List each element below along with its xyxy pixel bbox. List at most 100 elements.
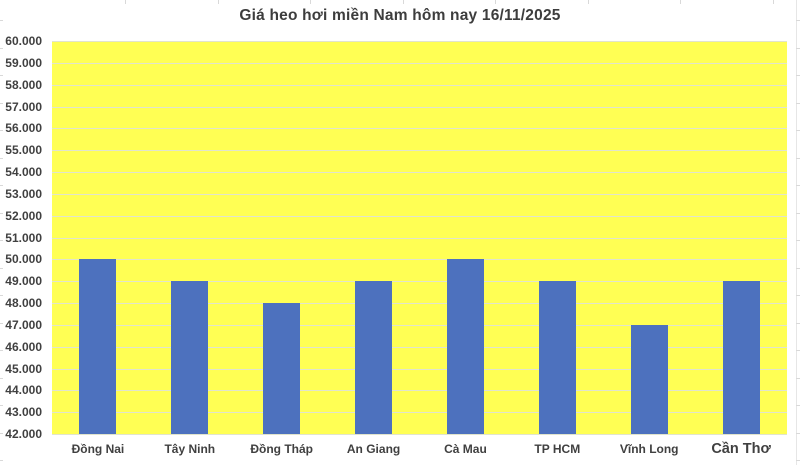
y-tick-label: 59.000 [5,55,42,70]
spreadsheet-gridline-artifact [796,460,800,461]
chart-title: Giá heo hơi miền Nam hôm nay 16/11/2025 [239,7,561,24]
x-tick-label: Cà Mau [444,442,487,456]
bar [355,281,393,434]
x-tick-label: Tây Ninh [164,442,216,456]
spreadsheet-gridline-artifact [0,75,3,76]
spreadsheet-gridline-artifact [0,20,3,21]
spreadsheet-gridline-artifact [402,0,404,4]
spreadsheet-gridline-artifact [796,130,800,131]
spreadsheet-gridline-artifact [772,0,774,4]
gridline [52,150,787,152]
spreadsheet-gridline-artifact [796,185,800,186]
y-tick-label: 60.000 [5,34,42,48]
spreadsheet-gridline-artifact [217,0,219,4]
y-tick-label: 52.000 [5,208,42,223]
bar [630,324,668,434]
spreadsheet-gridline-artifact [796,212,800,214]
gridline [52,84,787,86]
spreadsheet-gridline-artifact [0,460,3,461]
spreadsheet-gridline-artifact [587,0,589,4]
y-tick-label: 49.000 [5,274,42,289]
y-tick-label: 50.000 [5,252,42,267]
spreadsheet-gridline-artifact [796,377,800,379]
spreadsheet-gridline-artifact [0,267,3,269]
gridline [52,368,787,370]
spreadsheet-gridline-artifact [0,240,3,241]
y-tick-label: 57.000 [5,99,42,114]
spreadsheet-gridline-artifact [0,157,3,159]
spreadsheet-gridline-artifact [0,102,3,104]
spreadsheet-gridline-artifact [796,240,800,241]
x-tick-label: Đồng Nai [71,442,125,456]
spreadsheet-gridline-artifact [495,0,496,4]
gridline [52,303,787,304]
y-tick-label: 51.000 [5,230,42,245]
spreadsheet-gridline-artifact [0,377,3,379]
spreadsheet-gridline-artifact [0,130,3,131]
y-tick-label: 56.000 [5,121,42,136]
bar [538,281,576,434]
gridline [52,172,787,173]
spreadsheet-gridline-artifact [796,47,800,49]
spreadsheet-gridline-artifact [0,350,3,351]
spreadsheet-gridline-artifact [796,75,800,76]
y-tick-label: 46.000 [5,339,42,354]
y-tick-label: 42.000 [5,427,42,441]
spreadsheet-gridline-artifact [796,0,797,465]
gridline [52,390,787,392]
spreadsheet-gridline-artifact [796,267,800,269]
gridline [52,106,787,108]
spreadsheet-gridline-artifact [796,432,800,434]
x-tick-label: TP HCM [534,442,581,456]
gridline [52,281,787,283]
bar [171,281,209,434]
spreadsheet-gridline-artifact [680,0,681,4]
spreadsheet-gridline-artifact [0,322,3,324]
gridline [52,346,787,348]
y-tick-label: 54.000 [5,165,42,179]
spreadsheet-gridline-artifact [0,432,3,434]
bar [722,281,760,434]
gridline [52,237,787,239]
gridline [52,324,787,326]
spreadsheet-gridline-artifact [125,0,126,4]
y-tick-label: 45.000 [5,361,42,376]
spreadsheet-gridline-artifact [796,102,800,104]
spreadsheet-gridline-artifact [0,185,3,186]
gridline [52,193,787,195]
x-tick-label: Đồng Tháp [250,442,314,456]
y-tick-label: 47.000 [5,317,42,332]
bar [79,259,117,434]
y-tick-label: 53.000 [5,186,42,201]
gridline [52,41,787,42]
y-tick-label: 55.000 [5,143,42,158]
gridline [52,215,787,217]
spreadsheet-gridline-artifact [796,350,800,351]
spreadsheet-gridline-artifact [796,405,800,406]
x-tick-label: Vĩnh Long [619,442,679,456]
gridline [52,259,787,261]
y-tick-label: 48.000 [5,296,42,310]
spreadsheet-gridline-artifact [796,20,800,21]
x-tick-label: An Giang [346,442,401,456]
spreadsheet-gridline-artifact [796,157,800,159]
bar [263,303,301,434]
y-tick-label: 43.000 [5,405,42,420]
gridline [52,434,787,435]
bar [446,259,484,434]
gridline [52,412,787,414]
plot-area [52,41,787,435]
spreadsheet-gridline-artifact [796,295,800,296]
spreadsheet-gridline-artifact [796,322,800,324]
spreadsheet-gridline-artifact [0,295,3,296]
spreadsheet-gridline-artifact [0,47,3,49]
y-tick-label: 44.000 [5,383,42,398]
gridline [52,128,787,130]
spreadsheet-gridline-artifact [0,212,3,214]
y-tick-label: 58.000 [5,77,42,92]
spreadsheet-gridline-artifact [0,405,3,406]
x-tick-label: Cần Thơ [711,441,771,457]
gridline [52,62,787,64]
spreadsheet-gridline-artifact [310,0,311,4]
